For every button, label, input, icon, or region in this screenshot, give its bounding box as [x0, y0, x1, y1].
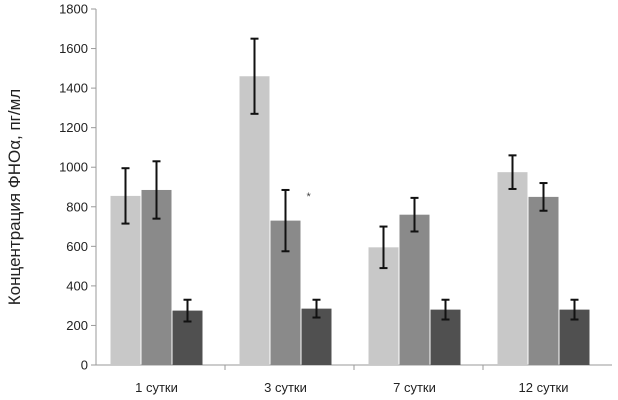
- y-tick-label: 0: [81, 358, 88, 373]
- y-tick-label: 1800: [59, 2, 88, 17]
- bar: [528, 196, 559, 365]
- bar: [239, 76, 270, 365]
- bar: [497, 172, 528, 365]
- y-tick-label: 400: [66, 278, 88, 293]
- x-category-label: 7 сутки: [393, 380, 436, 395]
- x-category-label: 3 сутки: [264, 380, 307, 395]
- y-tick-label: 1200: [59, 120, 88, 135]
- annotations-group: *: [307, 191, 312, 203]
- x-category-label: 1 сутки: [135, 380, 178, 395]
- y-tick-label: 1600: [59, 41, 88, 56]
- y-tick-label: 200: [66, 318, 88, 333]
- bars-group: [110, 76, 590, 365]
- x-category-label: 12 сутки: [519, 380, 569, 395]
- significance-marker: *: [307, 191, 312, 203]
- error-bars-group: [121, 37, 579, 323]
- bar: [399, 214, 430, 365]
- y-axis-ticks: 0 200 400 600 800 1000 1200 1400 1600 1800: [59, 2, 96, 373]
- y-axis-title: Концентрация ФНОα, пг/мл: [5, 89, 24, 305]
- y-tick-label: 800: [66, 199, 88, 214]
- x-axis-ticks: 1 сутки 3 сутки 7 сутки 12 сутки: [135, 365, 568, 395]
- y-tick-label: 1400: [59, 81, 88, 96]
- y-tick-label: 600: [66, 239, 88, 254]
- y-tick-label: 1000: [59, 160, 88, 175]
